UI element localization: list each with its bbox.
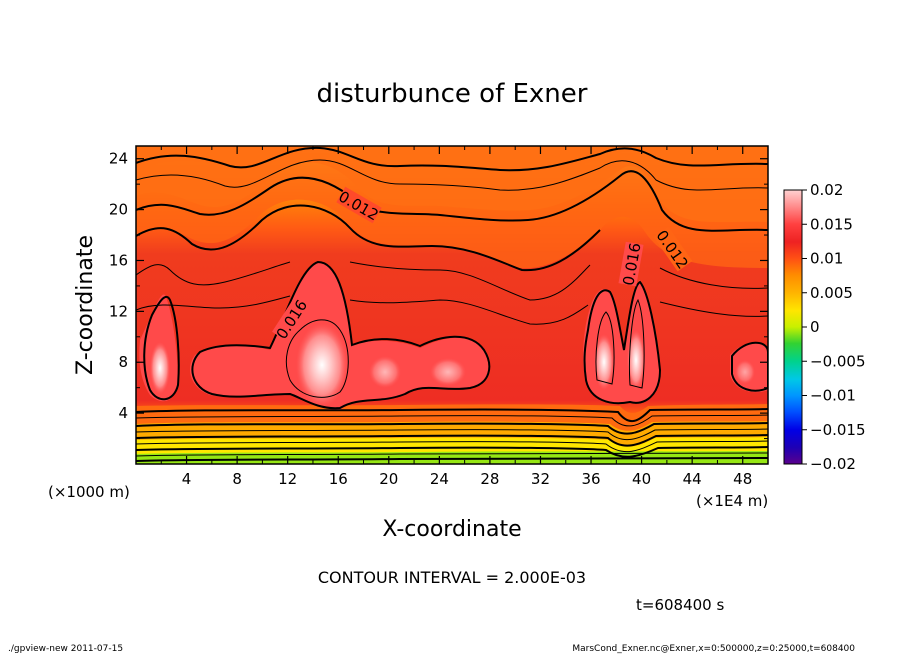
x-tick-label: 20 [379, 470, 398, 488]
x-tick-label: 40 [632, 470, 651, 488]
x-axis: 4 8 12 16 20 24 28 32 36 40 44 48 [160, 146, 752, 488]
colorbar-tick-label: 0.02 [810, 181, 843, 199]
chart-title: disturbunce of Exner [317, 79, 588, 109]
x-tick-label: 8 [232, 470, 242, 488]
footer-right: MarsCond_Exner.nc@Exner,x=0:500000,z=0:2… [572, 644, 855, 654]
colorbar-fill [784, 190, 802, 464]
y-tick-label: 16 [109, 251, 128, 269]
x-axis-label: X-coordinate [382, 517, 521, 542]
colorbar-tick-label: −0.005 [810, 352, 866, 370]
plot-frame [135, 145, 769, 465]
contour-label-bg [653, 226, 693, 272]
x-unit-left: (×1000 m) [48, 483, 130, 501]
y-axis: 4 8 12 16 20 24 [109, 150, 768, 440]
x-tick-label: 12 [278, 470, 297, 488]
contour-label-bg [272, 296, 310, 342]
x-tick-label: 44 [683, 470, 702, 488]
y-tick-label: 4 [118, 404, 128, 422]
x-tick-label: 36 [581, 470, 600, 488]
x-tick-label: 28 [480, 470, 499, 488]
y-tick-label: 12 [109, 302, 128, 320]
hot-spot-5 [594, 334, 614, 390]
colorbar-tick-label: 0 [810, 318, 820, 336]
footer-left: ./gpview-new 2011-07-15 [8, 644, 123, 654]
contour-interval: CONTOUR INTERVAL = 2.000E-03 [318, 568, 586, 587]
y-tick-label: 8 [118, 353, 128, 371]
x-unit-right: (×1E4 m) [696, 492, 768, 510]
plot-area: 0.012 0.016 0.016 0.012 [136, 146, 768, 464]
colorbar-tick-label: 0.005 [810, 284, 853, 302]
hot-spot-2 [296, 323, 348, 407]
time-label: t=608400 s [636, 596, 724, 614]
colorbar-tick-label: 0.015 [810, 215, 853, 233]
colorbar-tick-label: −0.015 [810, 421, 866, 439]
x-tick-label: 24 [430, 470, 449, 488]
contour-label-bg [618, 241, 644, 287]
x-tick-label: 32 [531, 470, 550, 488]
hot-spot-7 [735, 360, 755, 384]
y-axis-label: Z-coordinate [73, 235, 98, 375]
contour-label-bg [336, 186, 382, 224]
colorbar: 0.02 0.015 0.01 0.005 0 −0.005 −0.01 −0.015 −0.0… [783, 181, 866, 473]
y-tick-label: 20 [109, 201, 128, 219]
colorbar-tick-label: 0.01 [810, 250, 843, 268]
colorbar-tick-label: −0.02 [810, 455, 856, 473]
x-tick-label: 4 [182, 470, 192, 488]
hot-spot-6 [627, 330, 645, 390]
hot-spot-3 [369, 356, 401, 388]
band-upper-3 [136, 146, 768, 269]
hot-spot-1 [150, 342, 170, 394]
hot-spot-4 [430, 358, 466, 386]
x-tick-label: 48 [733, 470, 752, 488]
colorbar-tick-label: −0.01 [810, 387, 856, 405]
contour-lines [136, 146, 768, 462]
y-tick-label: 24 [109, 150, 128, 168]
x-tick-label: 16 [329, 470, 348, 488]
